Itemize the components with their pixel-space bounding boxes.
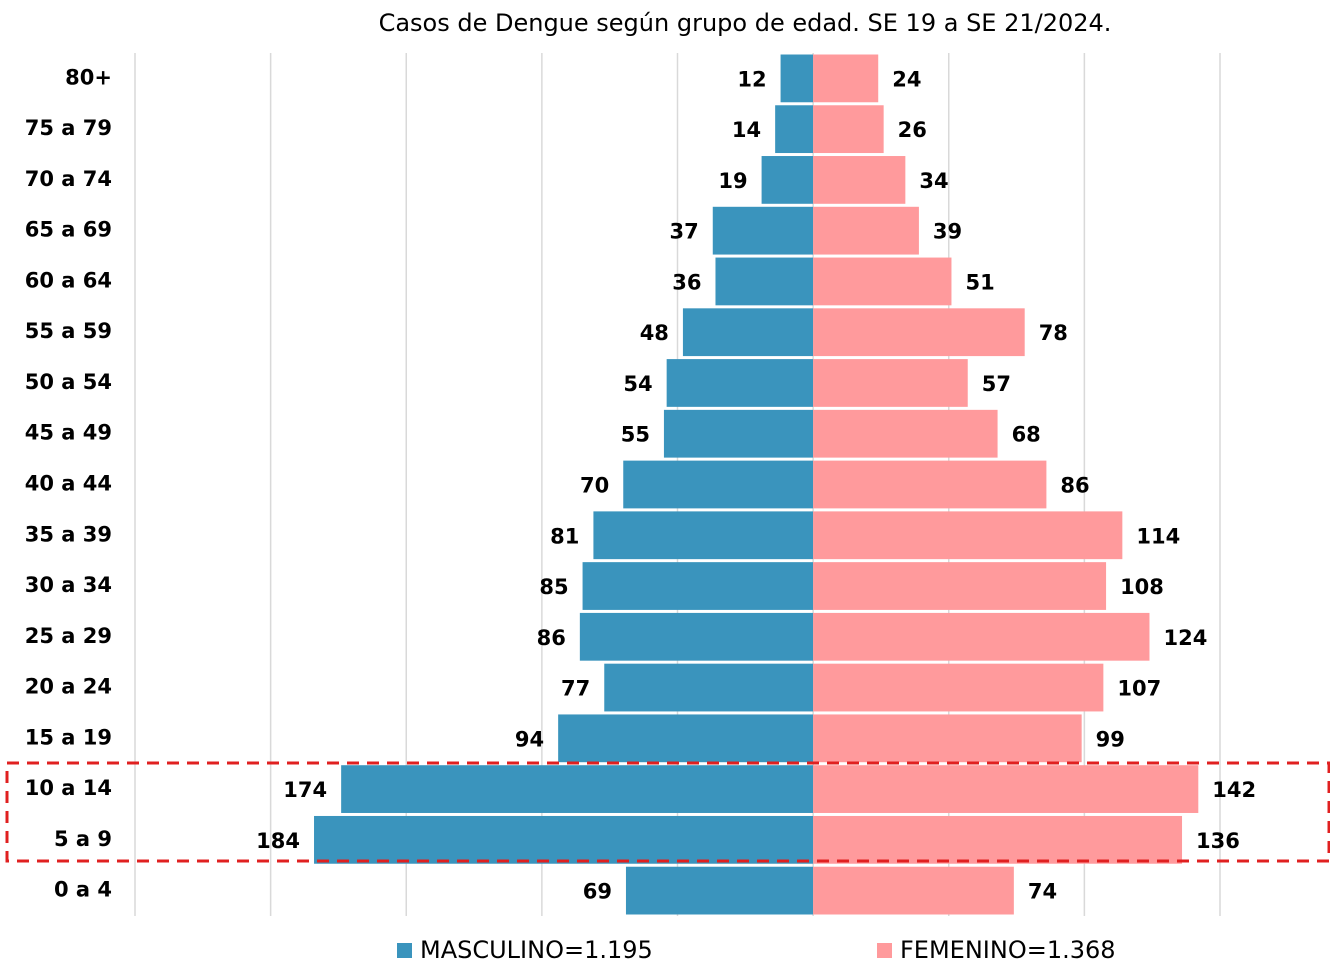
y-tick-label: 75 a 79 (25, 116, 112, 140)
y-tick-label: 15 a 19 (25, 725, 112, 749)
value-label: 81 (550, 524, 579, 548)
bar (666, 359, 814, 407)
value-label: 57 (982, 372, 1011, 396)
bar (813, 714, 1082, 763)
chart-title: Casos de Dengue según grupo de edad. SE … (379, 9, 1112, 37)
bar (813, 359, 968, 407)
bar (625, 866, 814, 915)
bar (813, 866, 1014, 915)
legend-label: FEMENINO=1.368 (900, 936, 1116, 964)
bar (813, 815, 1183, 864)
bar (682, 308, 814, 357)
bar (813, 257, 952, 306)
value-label: 70 (580, 474, 609, 498)
bar (813, 206, 919, 255)
bar (813, 156, 906, 204)
value-label: 86 (1060, 474, 1089, 498)
bar (813, 54, 879, 103)
y-tick-label: 10 a 14 (25, 776, 112, 800)
value-label: 36 (672, 270, 701, 294)
y-tick-label: 40 a 44 (25, 472, 112, 496)
y-tick-label: 45 a 49 (25, 421, 112, 445)
value-label: 68 (1012, 423, 1041, 447)
value-label: 24 (892, 67, 921, 91)
value-label: 94 (515, 727, 544, 751)
bar (579, 612, 814, 661)
bar (314, 815, 814, 864)
value-label: 107 (1117, 677, 1161, 701)
value-label: 14 (732, 118, 761, 142)
y-tick-label: 35 a 39 (25, 522, 112, 546)
y-tick-label: 20 a 24 (25, 675, 112, 699)
y-tick-label: 25 a 29 (25, 624, 112, 648)
value-label: 48 (640, 321, 669, 345)
value-label: 37 (670, 220, 699, 244)
value-label: 34 (919, 169, 948, 193)
bars (314, 54, 1199, 915)
y-tick-label: 55 a 59 (25, 319, 112, 343)
legend-swatch (397, 943, 412, 958)
y-tick-label: 5 a 9 (54, 827, 112, 851)
value-label: 39 (933, 220, 962, 244)
value-label: 142 (1212, 778, 1256, 802)
bar (813, 663, 1104, 712)
bar (582, 562, 814, 610)
bar (813, 612, 1150, 661)
y-tick-label: 50 a 54 (25, 370, 112, 394)
value-label: 124 (1163, 626, 1207, 650)
value-label: 99 (1096, 727, 1125, 751)
value-label: 19 (718, 169, 747, 193)
bar (813, 511, 1123, 560)
value-label: 26 (898, 118, 927, 142)
value-label: 136 (1196, 829, 1240, 853)
value-label: 69 (583, 880, 612, 904)
bar (715, 257, 814, 306)
bar (712, 206, 814, 255)
y-tick-label: 60 a 64 (25, 268, 112, 292)
highlight-box (5, 761, 1330, 863)
legend-swatch (877, 943, 892, 958)
legend-label: MASCULINO=1.195 (420, 936, 653, 964)
value-label: 78 (1039, 321, 1068, 345)
value-label: 51 (965, 270, 994, 294)
bar (593, 511, 814, 560)
value-label: 184 (256, 829, 300, 853)
value-label: 108 (1120, 575, 1164, 599)
bar (623, 460, 814, 509)
y-tick-label: 30 a 34 (25, 573, 112, 597)
value-label: 12 (737, 67, 766, 91)
bar (813, 409, 998, 458)
bar (341, 765, 814, 813)
labels: 80+ 12 24 75 a 79 14 26 70 a 74 19 34 65 a 69 37 39… (25, 65, 1256, 903)
bar (604, 663, 814, 712)
y-tick-label: 65 a 69 (25, 218, 112, 242)
value-label: 77 (561, 677, 590, 701)
bar (558, 714, 814, 763)
bar (813, 308, 1025, 357)
value-label: 86 (537, 626, 566, 650)
y-tick-label: 0 a 4 (54, 878, 112, 902)
value-label: 74 (1028, 880, 1057, 904)
bar (775, 105, 814, 154)
value-label: 114 (1136, 524, 1180, 548)
y-tick-label: 80+ (65, 65, 112, 89)
bar (813, 562, 1107, 610)
bar (780, 54, 814, 103)
value-label: 54 (623, 372, 652, 396)
y-tick-label: 70 a 74 (25, 167, 112, 191)
bar (761, 156, 814, 204)
bar (663, 409, 814, 458)
value-label: 85 (539, 575, 568, 599)
bar (813, 765, 1199, 813)
bar (813, 105, 884, 154)
bar (813, 460, 1047, 509)
value-label: 174 (283, 778, 327, 802)
value-label: 55 (621, 423, 650, 447)
